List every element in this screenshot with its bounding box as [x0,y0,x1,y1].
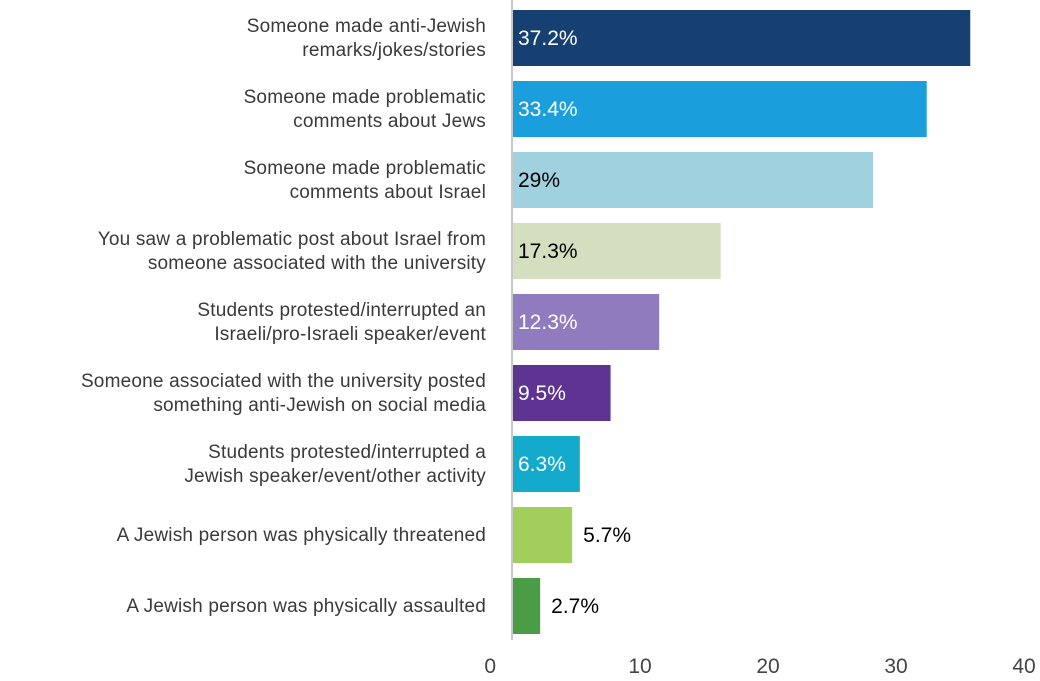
bar-4 [512,223,721,279]
category-label-5-line-2: Israeli/pro-Israeli speaker/event [214,324,486,345]
bar-1 [512,10,971,66]
category-label-4-line-2: someone associated with the university [148,253,486,274]
data-label-9: 2.7% [551,595,599,618]
bar-6 [512,365,611,421]
category-label-6-line-1: Someone associated with the university p… [81,371,486,392]
x-tick-label-20: 20 [756,655,779,678]
category-label-6-line-2: something anti-Jewish on social media [153,395,486,416]
bar-5 [512,294,660,350]
category-label-3-line-1: Someone made problematic [244,158,486,179]
data-label-3: 29% [518,169,560,192]
category-label-5-line-1: Students protested/interrupted an [197,300,486,321]
data-label-4: 17.3% [518,240,578,263]
bar-3 [512,152,873,208]
bar-9 [512,578,541,634]
x-tick-labels-group: 0 10 20 30 40 [484,655,1035,678]
category-label-1-line-2: remarks/jokes/stories [302,40,486,61]
category-label-2-line-2: comments about Jews [293,111,486,132]
bar-2 [512,81,927,137]
category-label-2-line-1: Someone made problematic [244,87,486,108]
bars-group [512,10,971,634]
value-labels-group: 37.2% 33.4% 29% 17.3% 12.3% 9.5% 6.3% 5.7% 2.7% [518,27,631,618]
x-tick-label-30: 30 [884,655,907,678]
data-label-6: 9.5% [518,382,566,405]
bar-7 [512,436,580,492]
category-label-7-line-2: Jewish speaker/event/other activity [184,466,486,487]
category-label-7-line-1: Students protested/interrupted a [208,442,486,463]
x-tick-label-40: 40 [1012,655,1035,678]
data-label-8: 5.7% [583,524,631,547]
data-label-5: 12.3% [518,311,578,334]
category-label-3-line-2: comments about Israel [290,182,486,203]
data-label-2: 33.4% [518,98,578,121]
category-label-9-line-1: A Jewish person was physically assaulted [126,596,486,617]
data-label-7: 6.3% [518,453,566,476]
category-label-8-line-1: A Jewish person was physically threatene… [117,525,486,546]
bar-8 [512,507,573,563]
x-tick-label-10: 10 [628,655,651,678]
category-labels-group: Someone made anti-Jewish remarks/jokes/st… [81,16,486,617]
data-label-1: 37.2% [518,27,578,50]
category-label-4-line-1: You saw a problematic post about Israel … [98,229,486,250]
x-tick-label-0: 0 [484,655,496,678]
category-label-1-line-1: Someone made anti-Jewish [247,16,486,37]
